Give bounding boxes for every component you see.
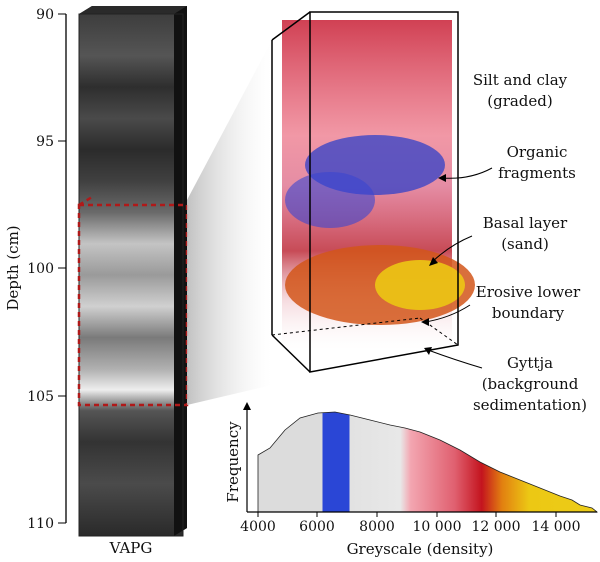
svg-text:(background: (background: [482, 375, 579, 393]
depth-axis: 90 95 100 105 110 Depth (cm): [4, 7, 67, 532]
volume-render: [271, 11, 475, 373]
hist-tick-8000: 8000: [359, 519, 395, 535]
hist-tick-6000: 6000: [299, 519, 335, 535]
sediment-core: [78, 6, 187, 537]
depth-tick-110: 110: [27, 516, 54, 532]
svg-text:(graded): (graded): [487, 92, 553, 110]
depth-tick-100: 100: [27, 261, 54, 277]
annotation-silt-clay: Silt and clay (graded): [473, 71, 568, 110]
annotation-basal-layer: Basal layer (sand): [429, 214, 568, 266]
svg-text:Basal layer: Basal layer: [483, 214, 568, 232]
annotation-organic-fragments: Organic fragments: [438, 143, 576, 182]
depth-tick-90: 90: [36, 7, 54, 23]
svg-text:sedimentation): sedimentation): [473, 396, 587, 414]
hist-tick-14000: 14 000: [532, 519, 581, 535]
hist-tick-10000: 10 000: [413, 519, 462, 535]
svg-text:Erosive lower: Erosive lower: [476, 283, 581, 301]
greyscale-histogram: 4000 6000 8000 10 000 12 000 14 000 Grey…: [224, 402, 599, 558]
svg-text:(sand): (sand): [501, 235, 549, 253]
svg-text:Silt and clay: Silt and clay: [473, 71, 568, 89]
projection-shading: [187, 40, 272, 405]
hist-tick-12000: 12 000: [472, 519, 521, 535]
hist-y-label: Frequency: [224, 421, 242, 503]
annotation-erosive-boundary: Erosive lower boundary: [421, 283, 581, 326]
svg-text:Gyttja: Gyttja: [507, 354, 553, 372]
annotation-gyttja: Gyttja (background sedimentation): [424, 347, 587, 414]
svg-text:boundary: boundary: [492, 304, 565, 322]
histogram-area: [257, 411, 599, 513]
svg-text:fragments: fragments: [498, 164, 576, 182]
depth-tick-95: 95: [36, 134, 54, 150]
svg-text:Organic: Organic: [507, 143, 568, 161]
core-label: VAPG: [109, 539, 153, 557]
depth-axis-title: Depth (cm): [4, 225, 22, 310]
depth-tick-105: 105: [27, 389, 54, 405]
hist-tick-4000: 4000: [240, 519, 276, 535]
hist-x-label: Greyscale (density): [347, 540, 494, 558]
